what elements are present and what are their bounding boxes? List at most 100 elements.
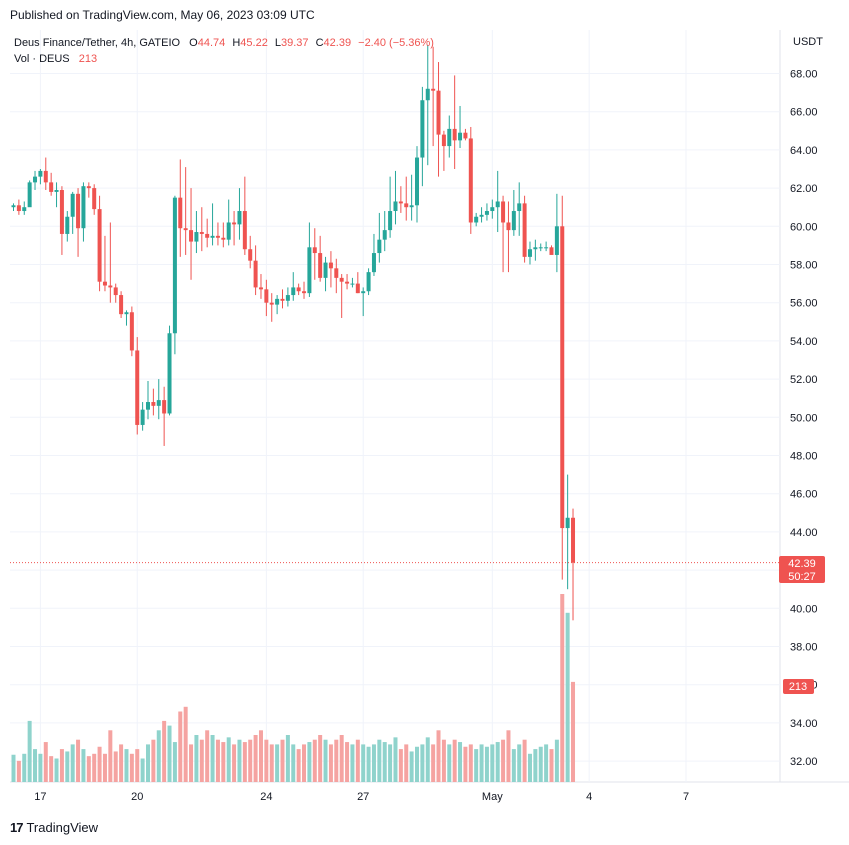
volume-bar: [479, 744, 484, 782]
volume-bar: [269, 744, 274, 782]
candle-body: [183, 228, 188, 231]
candle-body: [253, 260, 258, 288]
volume-bar: [86, 756, 91, 782]
candle-body: [172, 197, 177, 334]
legend-line: Deus Finance/Tether, 4h, GATEIO O44.74 H…: [14, 37, 434, 49]
volume-bar: [221, 742, 226, 782]
volume-bar: [345, 742, 350, 782]
volume-bar: [361, 744, 366, 782]
candle-body: [296, 287, 301, 292]
candle-body: [167, 333, 172, 414]
volume-bar: [425, 737, 430, 782]
volume-bar: [404, 744, 409, 782]
volume-bar: [113, 751, 118, 782]
x-tick-label: May: [482, 791, 503, 803]
volume-bar: [334, 739, 339, 782]
volume-bar: [242, 742, 247, 782]
candle-body: [97, 209, 102, 282]
candle-body: [11, 205, 16, 208]
volume-bar: [431, 744, 436, 782]
candle-body: [210, 235, 215, 238]
countdown-label: 50:27: [788, 571, 816, 583]
candle-body: [312, 247, 317, 254]
volume-bar: [474, 749, 479, 782]
candle-body: [409, 205, 414, 208]
candle-body: [54, 190, 59, 192]
volume-bar: [151, 739, 156, 782]
candle-body: [178, 197, 183, 229]
published-caption: Published on TradingView.com, May 06, 20…: [10, 8, 315, 22]
volume-bar: [108, 730, 113, 782]
volume-bar: [328, 744, 333, 782]
y-tick-label: 68.00: [790, 69, 818, 81]
candle-body: [280, 298, 285, 301]
y-tick-label: 60.00: [790, 221, 818, 233]
volume-bar: [237, 739, 242, 782]
volume-bar: [43, 742, 48, 782]
volume-bar: [527, 753, 532, 782]
volume-bar: [248, 739, 253, 782]
symbol-title: Deus Finance/Tether, 4h, GATEIO: [14, 37, 181, 49]
candle-body: [129, 312, 134, 351]
volume-bar: [16, 760, 21, 782]
candle-body: [447, 128, 452, 147]
volume-bar: [458, 742, 463, 782]
volume-bar: [54, 758, 59, 782]
volume-bar: [533, 749, 538, 782]
volume-bar: [178, 711, 183, 782]
volume-badge: 213: [783, 679, 814, 694]
candle-body: [484, 211, 489, 215]
volume-bar: [420, 744, 425, 782]
volume-bar: [189, 744, 194, 782]
tradingview-logo-icon: 17: [10, 820, 24, 835]
volume-bar: [323, 739, 328, 782]
candle-body: [490, 207, 495, 212]
y-tick-label: 40.00: [790, 603, 818, 615]
volume-bar: [194, 735, 199, 782]
volume-bar: [33, 749, 38, 782]
volume-bar: [366, 746, 371, 782]
volume-bar: [172, 742, 177, 782]
candle-body: [560, 226, 565, 529]
candle-body: [33, 176, 38, 183]
candle-body: [113, 287, 118, 296]
candle-body: [237, 211, 242, 225]
time-axis[interactable]: 17 20 24 27 May 4 7: [34, 791, 689, 803]
volume-bar: [441, 739, 446, 782]
volume-bar: [167, 725, 172, 782]
volume-legend: Vol · DEUS 213: [14, 53, 97, 65]
y-tick-label: 32.00: [790, 756, 818, 768]
y-tick-label: 66.00: [790, 107, 818, 119]
candle-body: [425, 88, 430, 101]
volume-bar: [355, 739, 360, 782]
candle-body: [522, 203, 527, 257]
tradingview-logo[interactable]: 17 TradingView: [10, 820, 98, 835]
candle-body: [156, 400, 161, 406]
candle-body: [258, 287, 263, 290]
candle-body: [226, 222, 231, 240]
candle-body: [65, 216, 70, 234]
volume-bar: [199, 739, 204, 782]
volume-bar: [393, 737, 398, 782]
candle-body: [339, 277, 344, 282]
candle-body: [371, 253, 376, 273]
candle-body: [398, 201, 403, 204]
volume-bar: [398, 749, 403, 782]
y-tick-label: 34.00: [790, 718, 818, 730]
tradingview-brand: TradingView: [26, 820, 99, 835]
volume-bar: [312, 739, 317, 782]
price-axis[interactable]: 32.0034.0036.0038.0040.0042.0044.0046.00…: [790, 69, 818, 769]
candle-body: [571, 517, 576, 563]
volume-bar: [560, 594, 565, 782]
candle-body: [463, 132, 468, 139]
volume-bar: [124, 749, 129, 782]
volume-bar: [156, 730, 161, 782]
candle-body: [38, 170, 43, 177]
volume-bar: [318, 735, 323, 782]
candle-body: [49, 182, 54, 192]
candle-body: [194, 232, 199, 242]
candle-body: [102, 281, 107, 286]
candle-body: [119, 295, 124, 315]
candle-body: [474, 216, 479, 223]
